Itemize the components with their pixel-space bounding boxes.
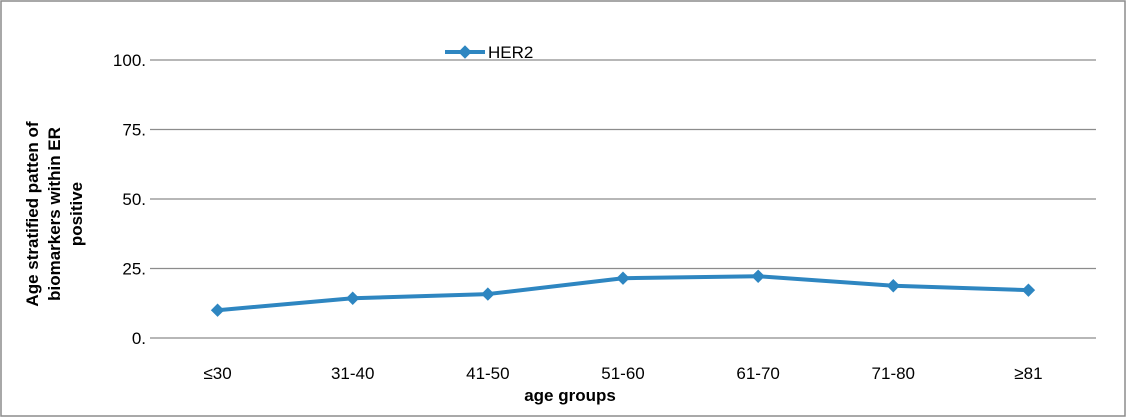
legend-marker-her2 <box>458 45 472 59</box>
x-tick-label: ≤30 <box>203 364 231 383</box>
gridlines <box>150 59 1096 339</box>
x-tick-label: 41-50 <box>466 364 509 383</box>
data-point <box>751 269 765 283</box>
y-tick-labels: 0. 25. 50. 75. 100. <box>113 51 146 348</box>
y-axis-title-line-2: biomarkers within ER <box>45 127 64 301</box>
x-tick-label: 31-40 <box>331 364 374 383</box>
data-point <box>1021 283 1036 297</box>
data-point <box>210 303 225 317</box>
legend: HER2 <box>445 43 533 62</box>
x-tick-label: 51-60 <box>601 364 644 383</box>
x-tick-label: 61-70 <box>736 364 779 383</box>
legend-label-her2: HER2 <box>488 43 533 62</box>
data-point <box>346 291 360 305</box>
data-point <box>481 287 495 301</box>
data-point <box>616 271 630 285</box>
x-tick-label: 71-80 <box>872 364 915 383</box>
y-tick-label: 75. <box>122 121 146 140</box>
y-tick-label: 0. <box>132 329 146 348</box>
x-axis-title: age groups <box>524 386 616 405</box>
y-axis-title-line-1: Age stratified patten of <box>23 121 42 306</box>
y-tick-label: 100. <box>113 51 146 70</box>
y-axis-title-line-3: positive <box>67 182 86 246</box>
x-tick-label: ≥81 <box>1014 364 1042 383</box>
x-tick-labels: ≤30 31-40 41-50 51-60 61-70 71-80 ≥81 <box>203 364 1042 383</box>
y-axis-title: Age stratified patten of biomarkers with… <box>23 121 86 306</box>
y-tick-label: 50. <box>122 190 146 209</box>
y-tick-label: 25. <box>122 260 146 279</box>
data-point <box>886 279 900 293</box>
series-layer <box>210 269 1036 317</box>
